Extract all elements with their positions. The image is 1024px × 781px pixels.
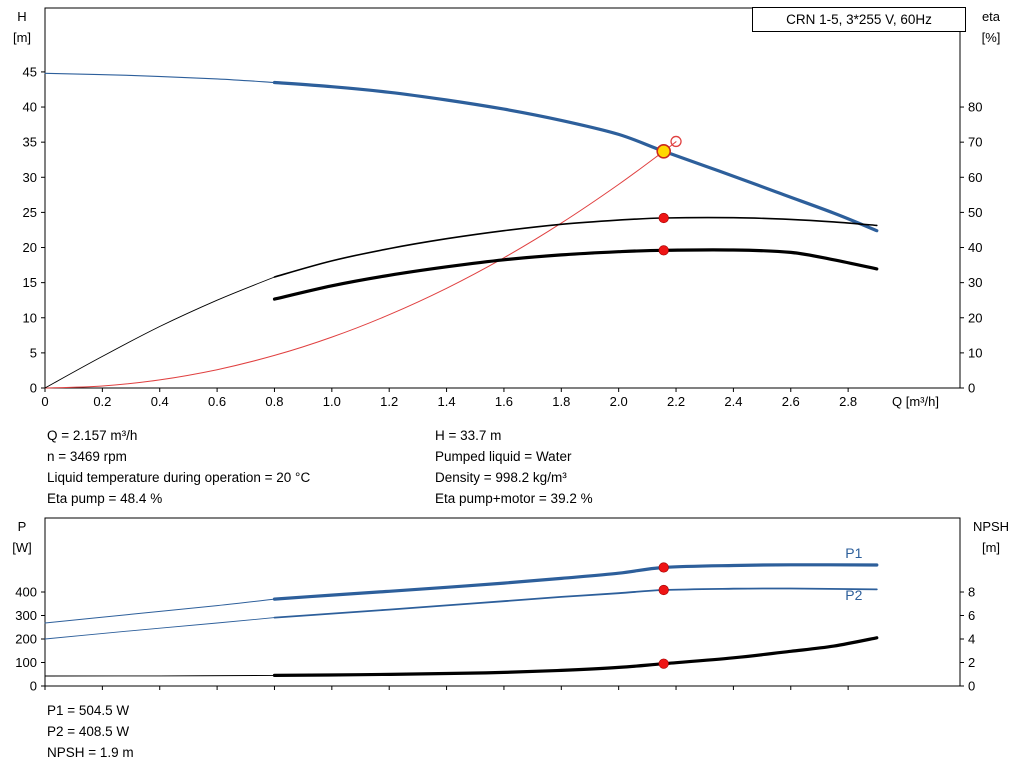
y-left-tick-label: 25: [23, 205, 37, 220]
y-left-tick-label: 200: [15, 632, 37, 647]
power-npsh-chart-frame: [44, 517, 961, 687]
x-tick-label: 2.6: [782, 394, 800, 409]
p1-point: [658, 562, 669, 573]
qh-eta-chart-frame: [44, 7, 961, 389]
p2-value-text: P2 = 408.5 W: [47, 724, 130, 739]
y-right-axis-title: eta: [982, 9, 1001, 24]
npsh-curve-lead: [44, 674, 275, 677]
p1-value-text: P1 = 504.5 W: [47, 703, 130, 718]
y-left-tick-label: 0: [30, 381, 37, 396]
eta-pump-curve: [273, 216, 878, 278]
y-right-tick-label: 6: [968, 608, 975, 623]
p1-curve: [272, 563, 879, 601]
y-left-tick-label: 40: [23, 100, 37, 115]
x-tick-label: 0.2: [93, 394, 111, 409]
duty-head-text: H = 33.7 m: [435, 428, 502, 443]
y-right-axis-title: [%]: [982, 30, 1001, 45]
x-tick-label: 1.4: [438, 394, 456, 409]
y-right-tick-label: 4: [968, 632, 975, 647]
head-curve-lead: [44, 72, 276, 84]
y-right-tick-label: 50: [968, 205, 982, 220]
y-right-axis-title: [m]: [982, 540, 1000, 555]
y-right-tick-label: 60: [968, 170, 982, 185]
duty-info-left-column: Q = 2.157 m³/h n = 3469 rpm Liquid tempe…: [47, 425, 310, 509]
y-left-tick-label: 300: [15, 608, 37, 623]
head-curve: [272, 80, 879, 233]
duty-speed-text: n = 3469 rpm: [47, 449, 127, 464]
y-left-tick-label: 30: [23, 170, 37, 185]
duty-info-right-column: H = 33.7 m Pumped liquid = Water Density…: [435, 425, 593, 509]
y-left-axis-title: P: [18, 519, 27, 534]
x-tick-label: 2.2: [667, 394, 685, 409]
power-npsh-chart: 0 100 200 300 400 0 2 4 6 8 P [W] NPSH [m] P1 P2: [12, 517, 1009, 694]
p2-curve-lead: [44, 617, 275, 640]
y-right-tick-label: 20: [968, 310, 982, 325]
y-right-tick-label: 0: [968, 381, 975, 396]
y-left-tick-label: 100: [15, 655, 37, 670]
y-left-tick-label: 45: [23, 64, 37, 79]
p2-label: P2: [845, 587, 862, 603]
eta-pump-motor-curve: [272, 248, 879, 301]
x-tick-label: 1.2: [380, 394, 398, 409]
y-left-axis-title: [m]: [13, 30, 31, 45]
y-left-tick-label: 20: [23, 240, 37, 255]
eta-pump-curve-lead: [44, 276, 275, 389]
x-tick-label: 2.4: [724, 394, 742, 409]
y-left-tick-label: 15: [23, 275, 37, 290]
y-left-axis-title: H: [17, 9, 26, 24]
x-tick-label: 0.8: [265, 394, 283, 409]
duty-point: [656, 143, 672, 159]
p2-curve: [273, 587, 878, 619]
y-left-axis-title: [W]: [12, 540, 32, 555]
y-right-tick-label: 10: [968, 345, 982, 360]
system-curve: [44, 141, 677, 389]
y-right-tick-label: 8: [968, 585, 975, 600]
pump-model-box: CRN 1-5, 3*255 V, 60Hz: [752, 7, 966, 32]
x-tick-label: 1.0: [323, 394, 341, 409]
npsh-value-text: NPSH = 1.9 m: [47, 745, 134, 760]
p1-label: P1: [845, 545, 862, 561]
power-info-column: P1 = 504.5 W P2 = 408.5 W NPSH = 1.9 m: [47, 700, 134, 763]
y-right-tick-label: 70: [968, 135, 982, 150]
eta-pump-motor-point: [658, 245, 669, 256]
requested-duty-point: [670, 135, 682, 148]
duty-flow-text: Q = 2.157 m³/h: [47, 428, 138, 443]
x-axis-title: Q [m³/h]: [892, 394, 939, 409]
npsh-curve: [272, 636, 879, 677]
x-tick-label: 0.4: [151, 394, 169, 409]
y-left-tick-label: 0: [30, 679, 37, 694]
p2-point: [658, 584, 669, 596]
x-tick-label: 2.0: [610, 394, 628, 409]
y-left-tick-label: 5: [30, 345, 37, 360]
x-tick-label: 0.6: [208, 394, 226, 409]
y-left-tick-label: 400: [15, 585, 37, 600]
y-right-tick-label: 40: [968, 240, 982, 255]
duty-pumped-liquid-text: Pumped liquid = Water: [435, 449, 572, 464]
y-right-axis-title: NPSH: [973, 519, 1009, 534]
y-right-tick-label: 30: [968, 275, 982, 290]
npsh-point: [658, 658, 669, 669]
y-right-tick-label: 80: [968, 100, 982, 115]
p1-curve-lead: [44, 598, 275, 624]
x-tick-label: 1.8: [552, 394, 570, 409]
duty-density-text: Density = 998.2 kg/m³: [435, 470, 567, 485]
y-left-tick-label: 35: [23, 135, 37, 150]
y-left-tick-label: 10: [23, 310, 37, 325]
x-tick-label: 1.6: [495, 394, 513, 409]
duty-liquid-temp-text: Liquid temperature during operation = 20…: [47, 470, 311, 485]
duty-eta-pump-text: Eta pump = 48.4 %: [47, 491, 163, 506]
y-right-tick-label: 0: [968, 679, 975, 694]
x-tick-label: 2.8: [839, 394, 857, 409]
eta-pump-point: [658, 212, 669, 224]
x-tick-label: 0: [41, 394, 48, 409]
duty-eta-pump-motor-text: Eta pump+motor = 39.2 %: [435, 491, 593, 506]
qh-eta-chart: 0 0.2 0.4 0.6 0.8 1.0 1.2 1.4 1.6 1.8 2.0 2.2 2.4 2.6…: [13, 7, 1001, 409]
y-right-tick-label: 2: [968, 655, 975, 670]
